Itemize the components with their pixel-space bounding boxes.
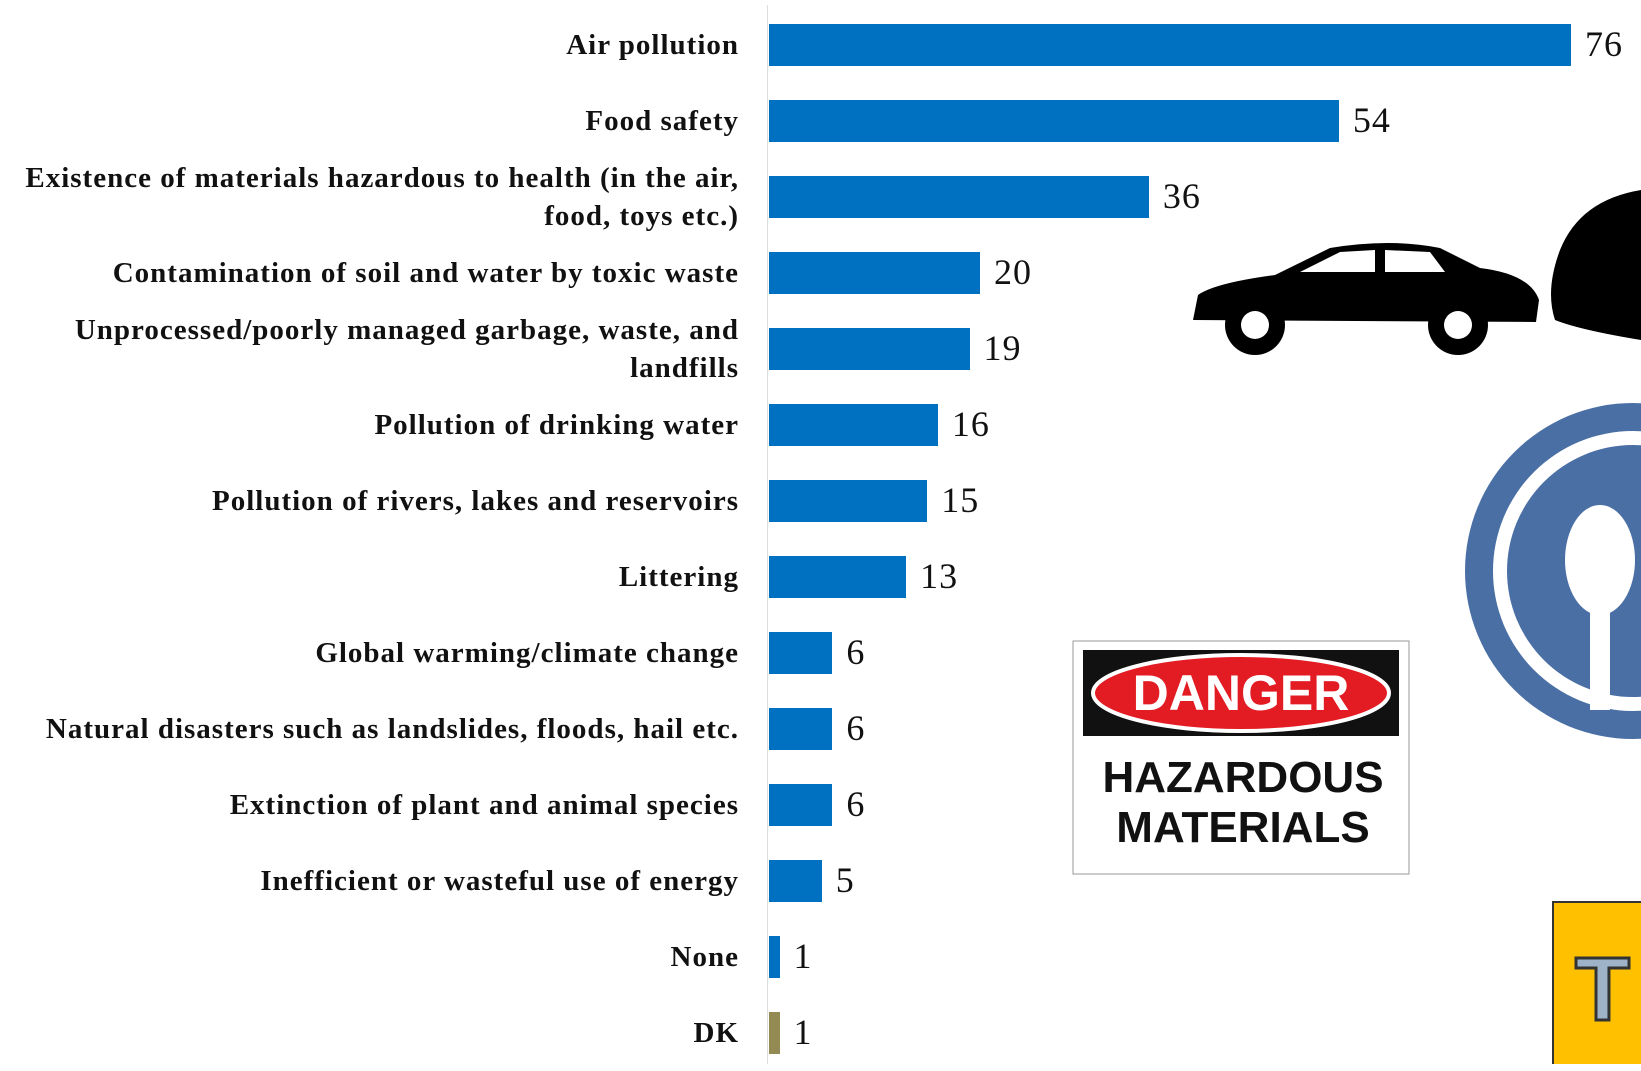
value-label: 16 — [952, 403, 990, 445]
value-label: 1 — [794, 935, 813, 977]
bar — [769, 708, 832, 750]
bar — [769, 252, 980, 294]
bar — [769, 936, 780, 978]
logo: T — [1553, 902, 1641, 1064]
bar — [769, 556, 906, 598]
bar — [769, 480, 927, 522]
bar — [769, 328, 970, 370]
value-label: 36 — [1163, 175, 1201, 217]
value-label: 19 — [984, 327, 1022, 369]
category-label: Air pollution — [8, 7, 739, 83]
bar — [769, 404, 938, 446]
category-text: Air pollution — [566, 26, 739, 64]
category-label: Littering — [8, 539, 739, 615]
category-text: Unprocessed/poorly managed garbage, wast… — [8, 311, 739, 387]
page: DANGER HAZARDOUSMATERIALS T (() => { con… — [0, 0, 1641, 1064]
car-icon — [1193, 190, 1641, 355]
value-label: 5 — [836, 859, 855, 901]
category-text: Inefficient or wasteful use of energy — [260, 862, 739, 900]
bar — [769, 100, 1339, 142]
category-text: Existence of materials hazardous to heal… — [8, 159, 739, 235]
category-label: Natural disasters such as landslides, fl… — [8, 691, 739, 767]
category-label: Global warming/climate change — [8, 615, 739, 691]
bar — [769, 632, 832, 674]
category-text: Extinction of plant and animal species — [230, 786, 739, 824]
category-label: Extinction of plant and animal species — [8, 767, 739, 843]
value-label: 20 — [994, 251, 1032, 293]
category-text: Littering — [619, 558, 739, 596]
value-label: 1 — [794, 1011, 813, 1053]
category-label: None — [8, 919, 739, 995]
category-label: Existence of materials hazardous to heal… — [8, 159, 739, 235]
value-label: 6 — [846, 783, 865, 825]
category-label: Food safety — [8, 83, 739, 159]
category-text: Food safety — [585, 102, 739, 140]
bar — [769, 24, 1571, 66]
value-label: 13 — [920, 555, 958, 597]
value-label: 76 — [1585, 23, 1623, 65]
bar — [769, 176, 1149, 218]
category-label: Unprocessed/poorly managed garbage, wast… — [8, 311, 739, 387]
sign-header: DANGER — [1133, 665, 1350, 721]
category-label: Pollution of drinking water — [8, 387, 739, 463]
category-label: Inefficient or wasteful use of energy — [8, 843, 739, 919]
category-text: Natural disasters such as landslides, fl… — [46, 710, 739, 748]
category-text: Pollution of drinking water — [374, 406, 739, 444]
bar — [769, 1012, 780, 1054]
bar — [769, 784, 832, 826]
logo-text: T — [1575, 940, 1630, 1040]
value-label: 6 — [846, 631, 865, 673]
category-text: Pollution of rivers, lakes and reservoir… — [212, 482, 739, 520]
category-label: Pollution of rivers, lakes and reservoir… — [8, 463, 739, 539]
category-label: DK — [8, 995, 739, 1071]
category-label: Contamination of soil and water by toxic… — [8, 235, 739, 311]
value-label: 6 — [846, 707, 865, 749]
bar — [769, 860, 822, 902]
value-label: 15 — [941, 479, 979, 521]
value-label: 54 — [1353, 99, 1391, 141]
category-text: None — [671, 938, 739, 976]
spoon-icon — [1465, 403, 1641, 739]
category-text: Global warming/climate change — [315, 634, 739, 672]
category-text: DK — [694, 1014, 740, 1052]
category-text: Contamination of soil and water by toxic… — [113, 254, 739, 292]
